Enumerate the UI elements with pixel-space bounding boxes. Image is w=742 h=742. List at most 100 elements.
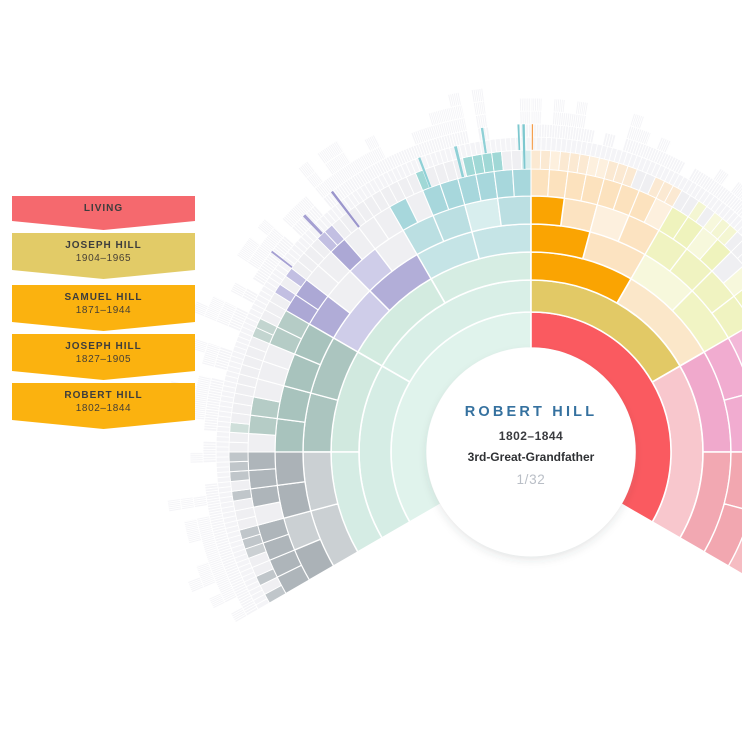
fan-micro-ticks <box>324 169 372 208</box>
fan-micro-ticks <box>253 237 293 284</box>
fan-micro-ticks <box>657 137 672 154</box>
fan-micro-ticks <box>203 454 217 461</box>
fan-micro-ticks <box>521 110 531 125</box>
fan-micro-ticks <box>260 181 377 298</box>
fan-micro-ticks <box>237 236 261 262</box>
fan-cell-unknown[interactable] <box>510 149 523 171</box>
fan-micro-ticks <box>532 97 543 112</box>
fan-micro-ticks <box>258 218 275 235</box>
fan-cell-unknown[interactable] <box>737 246 742 266</box>
banner-name: SAMUEL HILL <box>64 291 143 303</box>
fan-micro-ticks <box>183 518 202 543</box>
fan-micro-ticks <box>192 338 209 352</box>
fan-cell-ancestor[interactable] <box>511 168 532 198</box>
fan-micro-ticks <box>554 111 587 129</box>
fan-cell-ancestor[interactable] <box>247 451 277 472</box>
fan-micro-ticks <box>195 562 216 587</box>
fan-cell-ancestor[interactable] <box>493 169 515 199</box>
fan-micro-ticks <box>604 133 614 148</box>
fan-deep-sliver <box>517 124 521 151</box>
fan-micro-ticks <box>167 498 182 511</box>
fan-micro-ticks <box>180 496 195 509</box>
banner-years: 1802–1844 <box>75 402 132 414</box>
fan-micro-ticks <box>554 98 566 113</box>
fan-cell-ancestor[interactable] <box>539 149 552 171</box>
fan-deep-sliver <box>521 123 527 170</box>
fan-micro-ticks <box>283 195 315 227</box>
fan-micro-ticks <box>202 343 221 366</box>
fan-deep-sliver <box>480 127 488 154</box>
fan-micro-ticks <box>204 295 225 321</box>
fan-micro-band <box>519 110 532 125</box>
fan-deep-sliver <box>417 156 432 189</box>
fan-micro-ticks <box>196 517 237 602</box>
fan-micro-ticks <box>189 452 204 462</box>
fan-micro-band <box>366 129 470 180</box>
fan-micro-ticks <box>242 289 258 302</box>
fan-micro-ticks <box>216 456 268 606</box>
fan-deep-sliver <box>330 190 361 229</box>
fan-highlight-cell[interactable] <box>530 195 566 227</box>
fan-micro-ticks <box>203 379 224 430</box>
fan-cell-ancestor[interactable] <box>727 538 742 580</box>
banner-name: JOSEPH HILL <box>65 239 142 251</box>
banner-name: JOSEPH HILL <box>65 340 142 352</box>
fan-cell-unknown[interactable] <box>228 441 249 453</box>
fan-micro-ticks <box>532 111 542 125</box>
fan-cell-ancestor[interactable] <box>530 149 542 170</box>
fan-deep-sliver <box>531 123 534 151</box>
fan-hub-circle <box>426 347 636 557</box>
fan-micro-ticks <box>214 348 233 369</box>
fan-micro-ticks <box>631 113 645 130</box>
banner-years: 1871–1944 <box>75 304 132 316</box>
fan-micro-ticks <box>576 101 589 116</box>
fan-cell-unknown[interactable] <box>247 432 277 453</box>
fan-cell-ancestor[interactable] <box>733 280 742 310</box>
fan-micro-ticks <box>203 443 217 450</box>
fan-micro-ticks <box>477 113 488 129</box>
fan-cell-ancestor[interactable] <box>274 417 306 453</box>
banner-years: 1904–1965 <box>75 252 132 264</box>
fan-micro-ticks <box>192 300 209 316</box>
fan-micro-ticks <box>230 606 247 622</box>
fan-micro-ticks <box>307 171 324 188</box>
fan-micro-ticks <box>412 117 466 145</box>
fan-micro-ticks <box>228 308 248 330</box>
fan-deep-sliver <box>270 250 293 269</box>
lineage-banner-samuel-hill-1871[interactable]: SAMUEL HILL 1871–1944 <box>12 285 195 331</box>
fan-cell-ancestor[interactable] <box>228 460 250 473</box>
fan-cell-ancestor[interactable] <box>228 451 249 463</box>
fan-cell-ancestor[interactable] <box>530 168 551 198</box>
fan-micro-ticks <box>361 146 386 168</box>
lineage-banner-joseph-hill-1904[interactable]: JOSEPH HILL 1904–1965 <box>12 233 195 279</box>
fan-micro-ticks <box>627 126 651 145</box>
fan-micro-ticks <box>368 130 468 179</box>
fan-micro-ticks <box>208 592 225 608</box>
fan-deep-sliver <box>302 213 324 236</box>
fan-cell-ancestor[interactable] <box>248 468 278 490</box>
fan-cell-ancestor[interactable] <box>520 149 532 170</box>
fan-micro-ticks <box>377 137 527 189</box>
fan-deep-sliver <box>453 145 465 178</box>
fan-cell-ancestor[interactable] <box>229 470 250 483</box>
fan-micro-ticks <box>192 495 208 506</box>
fan-micro-ticks <box>624 138 684 174</box>
fan-micro-ticks <box>474 101 487 116</box>
fan-micro-ticks <box>216 298 268 448</box>
fan-micro-ticks <box>299 160 316 178</box>
fan-micro-ticks <box>231 281 247 297</box>
lineage-banner-joseph-hill-1827[interactable]: JOSEPH HILL 1827–1905 <box>12 334 195 380</box>
fan-micro-band <box>189 451 204 464</box>
fan-cell-ancestor[interactable] <box>703 503 742 567</box>
fan-cell-ancestor[interactable] <box>496 195 532 227</box>
fan-cell-unknown[interactable] <box>500 150 513 171</box>
fan-cell-ancestor[interactable] <box>274 451 306 487</box>
fan-micro-ticks <box>315 157 367 198</box>
fan-micro-ticks <box>429 104 464 126</box>
fan-micro-ticks <box>449 92 462 107</box>
fan-cell-unknown[interactable] <box>228 431 250 444</box>
lineage-banner-robert-hill-1802[interactable]: ROBERT HILL 1802–1844 <box>12 383 195 429</box>
fan-micro-ticks <box>535 137 685 189</box>
